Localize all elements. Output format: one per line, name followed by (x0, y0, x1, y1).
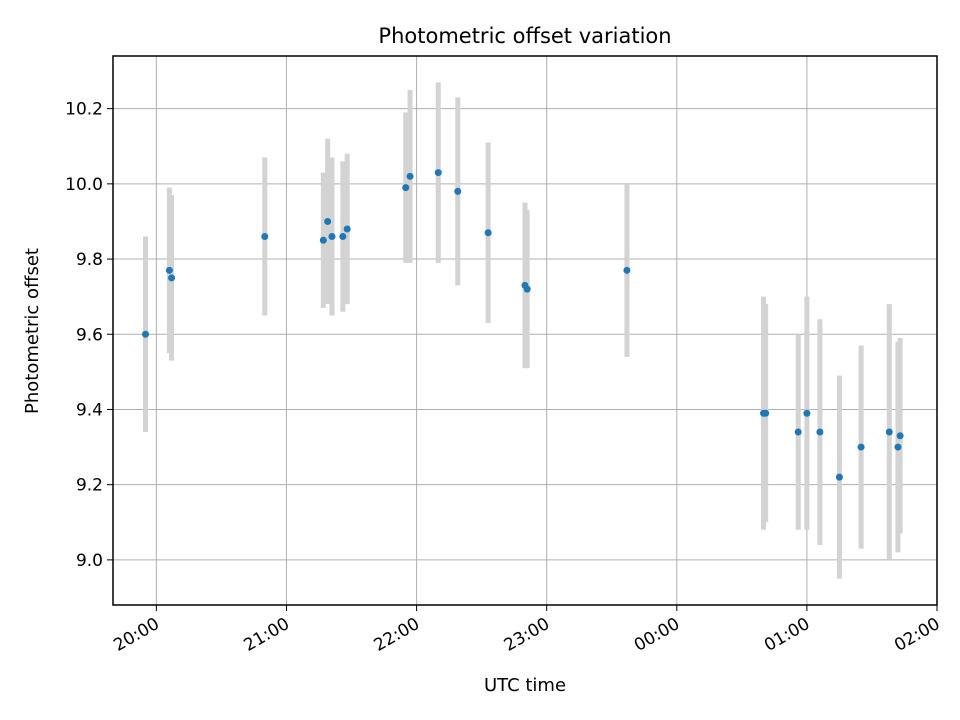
x-tick-label: 22:00 (371, 614, 423, 656)
y-tick-label: 9.0 (76, 551, 103, 571)
x-axis-label: UTC time (484, 675, 566, 696)
x-tick-label: 01:00 (761, 614, 813, 656)
data-point (319, 236, 327, 244)
x-tick-label: 23:00 (501, 614, 553, 656)
y-tick-label: 9.2 (76, 476, 103, 496)
data-point (324, 217, 332, 225)
data-point (339, 232, 347, 240)
y-tick-label: 9.8 (76, 250, 103, 270)
data-point (835, 473, 843, 481)
data-point (402, 184, 410, 192)
y-axis-ticks: 9.0 9.2 9.4 9.6 9.8 10.0 10.2 (65, 100, 113, 571)
data-point (165, 266, 173, 274)
y-axis-label: Photometric offset (22, 248, 43, 414)
data-points (142, 169, 904, 481)
plot-frame (112, 55, 938, 606)
data-point (484, 229, 492, 237)
data-point (885, 428, 893, 436)
data-point (816, 428, 824, 436)
data-point (762, 409, 770, 417)
data-point (794, 428, 802, 436)
data-point (343, 225, 351, 233)
x-tick-label: 02:00 (891, 614, 943, 656)
x-axis-ticks: 20:00 21:00 22:00 23:00 00:00 01:00 02:00 (110, 605, 944, 656)
chart-title: Photometric offset variation (378, 24, 671, 48)
data-point (261, 232, 269, 240)
y-tick-label: 10.0 (65, 175, 103, 195)
data-point (623, 266, 631, 274)
data-point (328, 232, 336, 240)
data-point (142, 330, 150, 338)
y-tick-label: 9.4 (76, 400, 103, 420)
data-point (434, 169, 442, 177)
data-point (523, 285, 531, 293)
x-tick-label: 00:00 (631, 614, 683, 656)
y-tick-label: 10.2 (65, 100, 103, 120)
data-point (803, 409, 811, 417)
data-point (894, 443, 902, 451)
data-point (454, 187, 462, 195)
data-point (406, 172, 414, 180)
data-point (168, 274, 176, 282)
x-tick-label: 20:00 (110, 614, 162, 656)
y-tick-label: 9.6 (76, 325, 103, 345)
data-point (857, 443, 865, 451)
data-point (896, 432, 904, 440)
x-tick-label: 21:00 (241, 614, 293, 656)
